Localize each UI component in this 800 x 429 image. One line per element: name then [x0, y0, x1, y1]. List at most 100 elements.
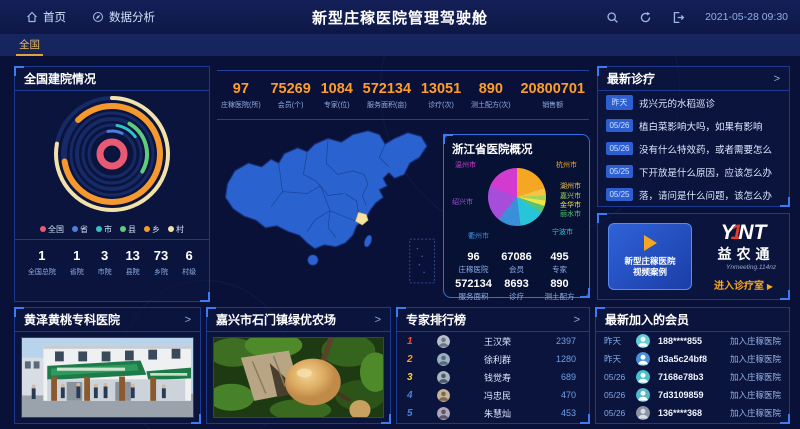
stat-county: 13 县院: [125, 248, 140, 276]
pie-label-huzhou: 湖州市: [560, 183, 581, 190]
avatar: [437, 370, 450, 384]
member-row[interactable]: 05/26 7168e78b3 加入庄稼医院: [604, 370, 781, 384]
pie-label-jinhua: 金华市: [560, 202, 581, 209]
kpi-sales: 20800701 销售额: [520, 80, 585, 109]
legend-dot: [120, 226, 126, 232]
enter-clinic-link[interactable]: 进入诊疗室 ▶: [714, 280, 773, 292]
farm-photo[interactable]: [213, 337, 384, 418]
treatment-item[interactable]: 昨天 戎兴元的水稻巡诊: [598, 91, 789, 114]
search-icon[interactable]: [606, 11, 619, 24]
national-stats-row: 1 全国总院 1 省院 3 市院 13 县院 73 乡院 6 村级: [15, 239, 209, 277]
date-badge: 05/25: [606, 188, 633, 201]
brand-block: Y1NT 益农通 Ynmeeting.114nz 进入诊疗室 ▶: [698, 222, 789, 292]
rank-number: 5: [407, 407, 413, 419]
hospital-more-button[interactable]: >: [184, 313, 191, 326]
region-tabbar: 全国: [0, 34, 800, 56]
avatar: [437, 388, 450, 402]
zhejiang-province-highlight: [355, 212, 369, 226]
kpi-strip: 97 庄稼医院(所) 75269 会员(个) 1084 专家(位) 572134 服务面…: [217, 70, 589, 120]
hospital-photo-panel: 黄泽黄桃专科医院 >: [14, 307, 201, 424]
farm-photo-panel: 嘉兴市石门镇绿优农场 >: [206, 307, 391, 424]
avatar: [437, 352, 450, 366]
zhejiang-pie[interactable]: [488, 168, 546, 226]
farm-panel-title: 嘉兴市石门镇绿优农场: [216, 313, 337, 327]
member-row[interactable]: 昨天 d3a5c24bf8 加入庄稼医院: [604, 352, 781, 366]
treatment-item[interactable]: 05/25 下开放是什么原因，应该怎么办: [598, 160, 789, 183]
tab-national[interactable]: 全国: [16, 34, 43, 56]
taiwan-island: [363, 234, 373, 248]
latest-treatments-title: 最新诊疗: [607, 72, 656, 86]
treatment-item[interactable]: 05/26 没有什么特效药，或者需要怎么: [598, 137, 789, 160]
china-map[interactable]: [216, 124, 444, 302]
expert-ranking-panel: 专家排行榜 > 1 王汉荣 2397 2 徐利群 1280 3 钱觉寿 689 …: [396, 307, 590, 424]
triangle-icon: ▶: [766, 281, 773, 291]
rank-number: 4: [407, 389, 413, 401]
new-members-panel: 最新加入的会员 昨天 188****855 加入庄稼医院 昨天 d3a5c24b…: [595, 307, 790, 424]
hospital-photo[interactable]: [21, 337, 194, 418]
nav-home[interactable]: 首页: [26, 9, 66, 25]
legend-dot: [72, 226, 78, 232]
expert-row[interactable]: 5 朱慧灿 453: [407, 406, 576, 420]
expert-ranking-more-button[interactable]: >: [573, 313, 580, 326]
zj-stat-members: 67086 会员: [501, 251, 532, 274]
stat-village: 6 村级: [182, 248, 197, 276]
south-china-sea-inset: [409, 238, 435, 284]
kpi-service-area: 572134 服务面积(亩): [362, 80, 412, 109]
legend-dot: [144, 226, 150, 232]
date-badge: 昨天: [606, 95, 633, 110]
expert-row[interactable]: 4 冯忠民 470: [407, 388, 576, 402]
kpi-treatments: 13051 诊疗(次): [420, 80, 462, 109]
home-icon: [26, 11, 38, 23]
kpi-hospitals: 97 庄稼医院(所): [221, 80, 261, 109]
avatar: [437, 406, 450, 420]
brand-logo: Y1NT: [720, 220, 767, 244]
logout-icon[interactable]: [672, 11, 685, 24]
treatment-item[interactable]: 05/25 落，请问是什么问题，该怎么办: [598, 183, 789, 206]
stat-province: 1 省院: [69, 248, 84, 276]
legend-item: 市: [96, 224, 112, 235]
legend-item: 县: [120, 224, 136, 235]
stat-township: 73 乡院: [153, 248, 169, 276]
brand-name: 益农通: [717, 245, 775, 262]
nav-data-analysis[interactable]: 数据分析: [92, 9, 155, 25]
legend-item: 全国: [40, 224, 64, 235]
video-play-button[interactable]: 新型庄稼医院视频案例: [608, 223, 692, 290]
expert-row[interactable]: 2 徐利群 1280: [407, 352, 576, 366]
ring-chart-legend: 全国 省 市 县 乡 村: [15, 219, 209, 239]
farm-more-button[interactable]: >: [374, 313, 381, 326]
pie-label-wenzhou: 温州市: [455, 162, 476, 169]
zj-stat-soil-tests: 890 测土配方: [544, 278, 575, 301]
expert-row[interactable]: 3 钱觉寿 689: [407, 370, 576, 384]
nav-data-analysis-label: 数据分析: [109, 12, 155, 24]
latest-treatments-panel: 最新诊疗 > 昨天 戎兴元的水稻巡诊 05/26 植白菜影响大吗，如果有影响 05/…: [597, 66, 790, 207]
video-brand-panel: 新型庄稼医院视频案例 Y1NT 益农通 Ynmeeting.114nz 进入诊疗…: [597, 213, 790, 300]
member-row[interactable]: 05/26 7d3109859 加入庄稼医院: [604, 388, 781, 402]
hainan-island: [307, 254, 319, 266]
legend-item: 省: [72, 224, 88, 235]
date-badge: 05/25: [606, 165, 633, 178]
expert-row[interactable]: 1 王汉荣 2397: [407, 334, 576, 348]
nav-home-label: 首页: [43, 12, 66, 24]
zj-stat-hospitals: 96 庄稼医院: [458, 251, 489, 274]
rank-number: 2: [407, 353, 413, 365]
latest-treatments-more-button[interactable]: >: [773, 72, 780, 85]
zhejiang-panel-title: 浙江省医院概况: [452, 144, 533, 156]
zj-stat-treatments: 8693 诊疗: [504, 278, 529, 301]
kpi-experts: 1084 专家(位): [320, 80, 353, 109]
member-row[interactable]: 昨天 188****855 加入庄稼医院: [604, 334, 781, 348]
pie-label-jiaxing: 嘉兴市: [560, 193, 581, 200]
ring-chart: [15, 91, 209, 219]
treatment-item[interactable]: 05/26 植白菜影响大吗，如果有影响: [598, 114, 789, 137]
national-hospitals-panel: 全国建院情况 全国: [14, 66, 210, 302]
member-row[interactable]: 05/26 136****368 加入庄稼医院: [604, 406, 781, 420]
stat-national-total: 1 全国总院: [27, 248, 56, 276]
pie-label-hangzhou: 杭州市: [556, 162, 577, 169]
compass-icon: [92, 11, 104, 23]
national-panel-title: 全国建院情况: [24, 72, 97, 86]
legend-dot: [168, 226, 174, 232]
avatar: [437, 334, 450, 348]
avatar: [636, 334, 650, 348]
pie-label-shaoxing: 绍兴市: [452, 199, 473, 206]
refresh-icon[interactable]: [639, 11, 652, 24]
